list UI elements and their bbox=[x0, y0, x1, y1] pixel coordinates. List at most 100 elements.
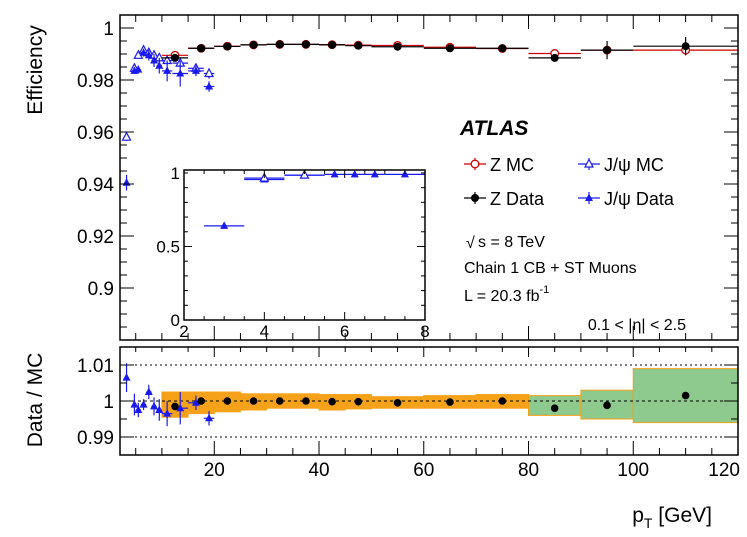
j-data-marker bbox=[134, 65, 143, 73]
z-data-marker bbox=[301, 40, 310, 49]
z-data-marker bbox=[275, 40, 284, 49]
jpsi-ratio-point bbox=[134, 402, 143, 418]
z-data-marker bbox=[249, 40, 258, 49]
ratio-y-tick-label: 0.99 bbox=[77, 428, 114, 449]
inset-point bbox=[284, 169, 325, 179]
ratio-y-tick-label: 1 bbox=[103, 392, 114, 413]
z-data-point bbox=[319, 40, 346, 49]
jpsi-ratio-point bbox=[122, 363, 131, 392]
ratio-x-tick-label: 120 bbox=[708, 460, 740, 481]
z-data-marker bbox=[170, 53, 179, 62]
j-data-marker bbox=[205, 82, 214, 90]
luminosity-label: L = 20.3 fb-1 bbox=[464, 284, 549, 305]
jpsi-ratio-marker bbox=[155, 405, 164, 413]
inset-axis-ticks: 2 4 6 8 0 0.5 1 bbox=[156, 164, 429, 341]
z-ratio-marker bbox=[550, 404, 559, 413]
main-y-tick-label: 0.96 bbox=[77, 123, 114, 144]
jpsi-ratio-marker bbox=[144, 387, 153, 395]
jpsi-ratio-point bbox=[139, 399, 148, 410]
inset-x-tick-label: 2 bbox=[179, 322, 188, 341]
luminosity-exponent: -1 bbox=[539, 284, 549, 296]
j-data-point bbox=[172, 60, 189, 87]
selection-label: Chain 1 CB + ST Muons bbox=[464, 260, 637, 277]
x-axis-title-subscript: T bbox=[644, 515, 653, 531]
legend-marker bbox=[470, 159, 480, 169]
inset-y-tick-label: 0 bbox=[171, 311, 180, 330]
jpsi-ratio-marker bbox=[163, 409, 172, 417]
j-data-marker bbox=[139, 48, 148, 56]
main-y-tick-label: 1 bbox=[103, 19, 114, 40]
j-data-point bbox=[161, 60, 173, 82]
z-data-point bbox=[476, 44, 529, 53]
ratio-x-tick-label: 80 bbox=[518, 460, 539, 481]
j-data-marker bbox=[176, 69, 185, 77]
inset-y-tick-label: 0.5 bbox=[156, 237, 180, 256]
z-data-marker bbox=[393, 42, 402, 51]
j-mc-point bbox=[203, 67, 215, 79]
jpsi-ratio-point bbox=[130, 393, 139, 416]
jpsi-ratio-marker bbox=[191, 398, 200, 406]
z-data-point bbox=[528, 53, 581, 62]
y-axis-title-main: Efficiency bbox=[24, 25, 47, 115]
ratio-axis-ticks: 0.99 1 1.01 20 40 60 80 100 120 bbox=[77, 347, 740, 481]
inset-x-tick-label: 6 bbox=[340, 322, 349, 341]
z-ratio-marker bbox=[681, 391, 690, 400]
j-data-point bbox=[155, 57, 164, 74]
legend-marker bbox=[585, 193, 593, 201]
z-data-point bbox=[292, 40, 320, 49]
legend-label: Z MC bbox=[490, 155, 534, 175]
legend-entry: Z Data bbox=[464, 189, 545, 209]
z-ratio-marker bbox=[197, 397, 205, 405]
jpsi-ratio-marker bbox=[205, 413, 214, 422]
j-data-point bbox=[203, 81, 215, 92]
inset-x-tick-label: 8 bbox=[420, 322, 429, 341]
atlas-label: ATLAS bbox=[459, 117, 528, 140]
jpsi-ratio-marker bbox=[176, 403, 185, 412]
ratio-x-tick-label: 60 bbox=[413, 460, 434, 481]
legend-label: J/ψ MC bbox=[604, 155, 664, 175]
jpsi-ratio-marker bbox=[122, 373, 131, 381]
ratio-x-tick-label: 20 bbox=[204, 460, 225, 481]
inset-point bbox=[344, 169, 365, 178]
ratio-x-tick-label: 40 bbox=[308, 460, 329, 481]
z-ratio-marker bbox=[446, 398, 454, 406]
jpsi-ratio-point bbox=[155, 399, 164, 421]
x-axis-title-unit: [GeV] bbox=[652, 504, 712, 527]
main-y-tick-label: 0.98 bbox=[77, 71, 114, 92]
z-data-marker bbox=[498, 44, 507, 53]
eta-range-label: 0.1 < |η| < 2.5 bbox=[588, 317, 686, 334]
inset-marker bbox=[330, 169, 339, 178]
z-ratio-marker bbox=[328, 397, 336, 406]
x-axis-title: pT [GeV] bbox=[632, 504, 712, 531]
main-y-tick-label: 0.94 bbox=[77, 175, 114, 196]
inset-background bbox=[184, 170, 425, 320]
main-y-tick-label: 0.92 bbox=[77, 227, 114, 248]
jpsi-ratio-marker bbox=[130, 400, 139, 408]
jpsi-ratio-marker bbox=[134, 405, 143, 413]
inset-point bbox=[204, 221, 245, 229]
j-data-marker bbox=[150, 56, 159, 64]
main-data-layer bbox=[121, 37, 738, 191]
z-ratio-marker bbox=[171, 402, 179, 411]
j-data-marker bbox=[144, 50, 153, 59]
legend-entry: Z MC bbox=[464, 155, 534, 175]
j-mc-marker bbox=[204, 67, 215, 78]
j-data-point bbox=[139, 48, 148, 57]
energy-label: s = 8 TeV bbox=[478, 234, 545, 251]
main-frame bbox=[119, 14, 739, 341]
inset-point bbox=[324, 169, 345, 178]
legend-label: Z Data bbox=[490, 189, 545, 209]
j-data-point bbox=[144, 50, 153, 61]
j-mc-point bbox=[121, 131, 132, 142]
x-axis-title-p: p bbox=[632, 504, 644, 527]
z-data-marker bbox=[328, 40, 337, 49]
y-axis-title-ratio: Data / MC bbox=[24, 353, 47, 448]
z-ratio-marker bbox=[393, 399, 402, 407]
z-data-point bbox=[188, 44, 215, 53]
z-data-point bbox=[240, 40, 267, 49]
jpsi-ratio-point bbox=[144, 384, 153, 400]
legend-entry: J/ψ Data bbox=[578, 189, 675, 209]
z-data-point bbox=[633, 37, 738, 56]
jpsi-ratio-point bbox=[150, 397, 159, 416]
j-data-marker bbox=[191, 66, 200, 74]
